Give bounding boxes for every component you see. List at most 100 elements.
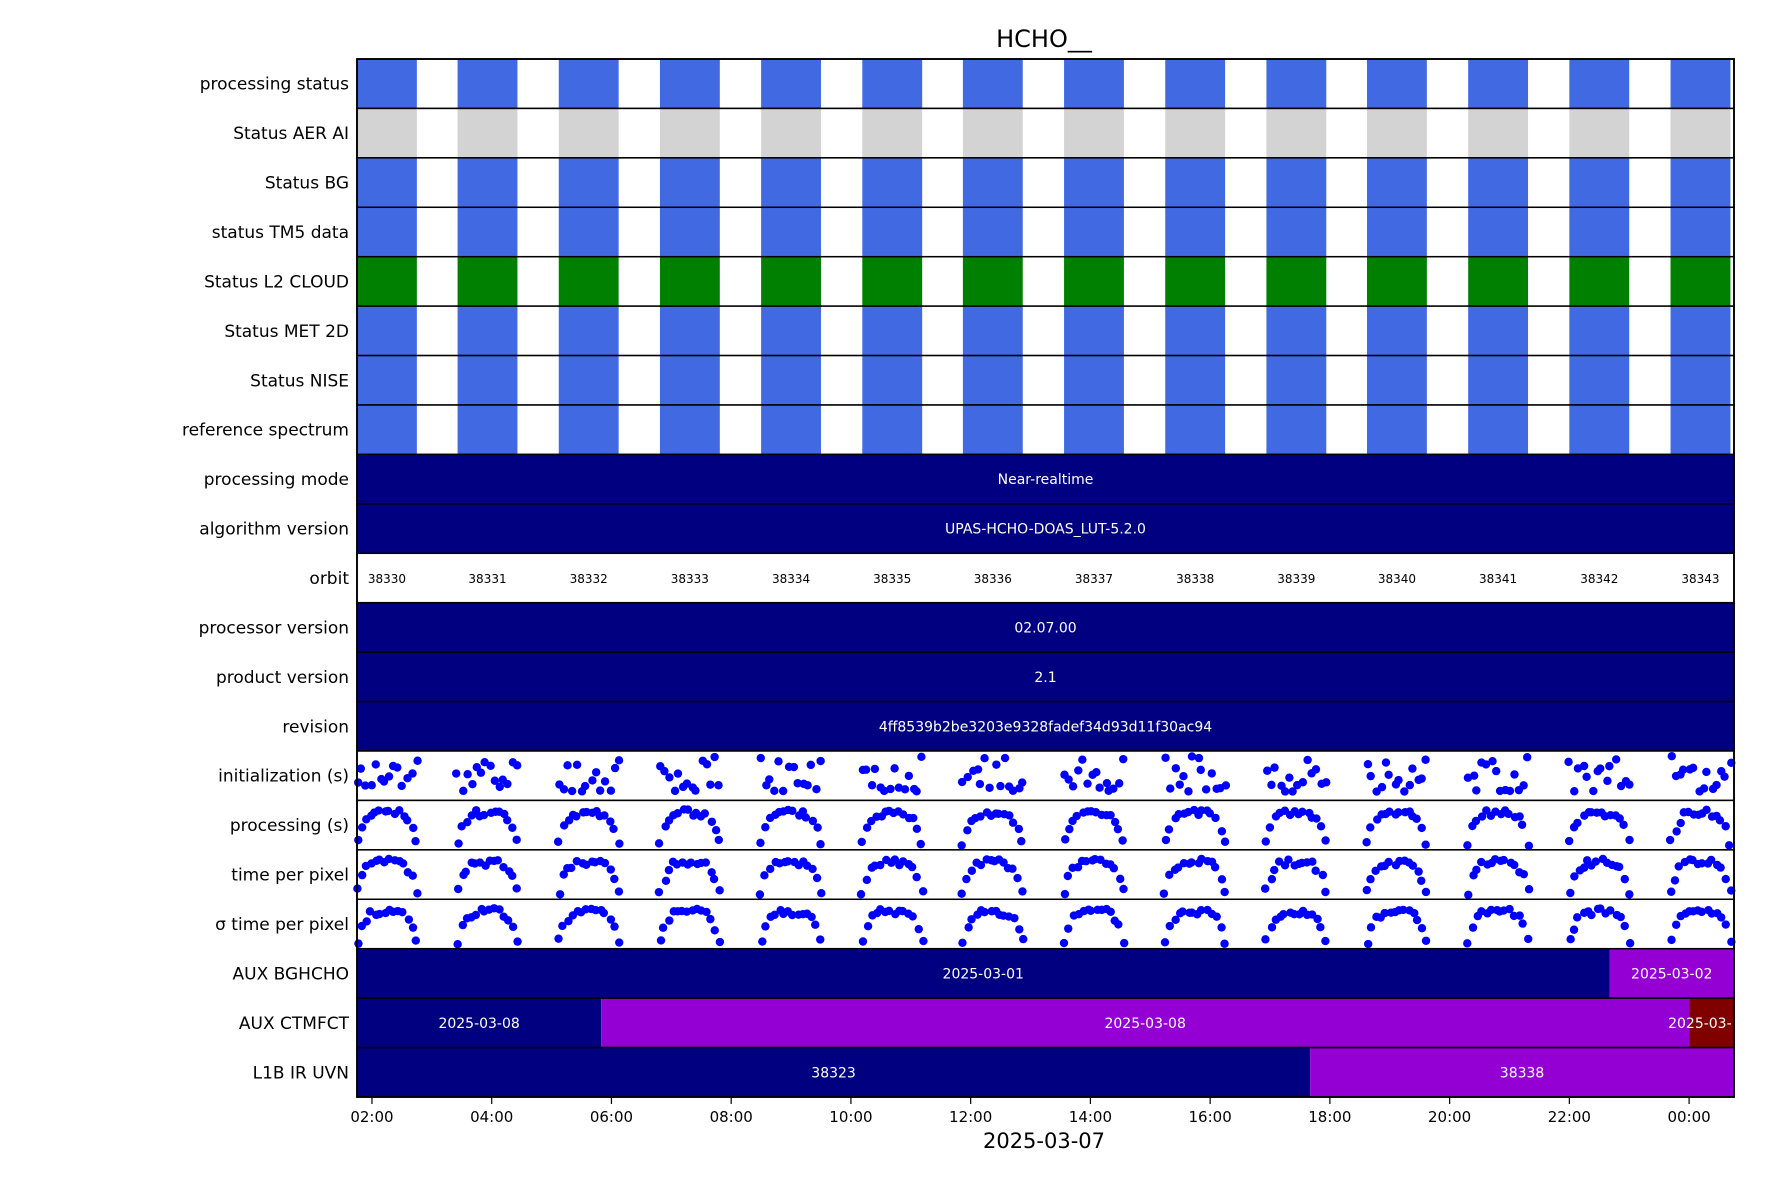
scatter-point — [761, 922, 770, 931]
scatter-point — [1591, 857, 1600, 866]
scatter-point — [803, 781, 812, 790]
timeline-row: product version 2.1 — [216, 651, 1735, 703]
scatter-point — [904, 771, 914, 781]
status-block — [1165, 306, 1226, 356]
scatter-point — [572, 812, 581, 821]
timeline-row: Status MET 2D — [224, 305, 1735, 357]
scatter-point — [591, 768, 601, 777]
status-block — [962, 355, 1023, 405]
scatter-point — [559, 870, 568, 879]
scatter-point — [354, 835, 363, 845]
scatter-point — [375, 909, 384, 919]
scatter-point — [778, 786, 788, 796]
scatter-point — [1566, 888, 1575, 898]
scatter-point — [1086, 906, 1095, 915]
scatter-point — [886, 784, 895, 794]
scatter-point — [1706, 855, 1716, 865]
scatter-point — [1421, 936, 1431, 945]
row-label: AUX CTMFCT — [239, 1014, 350, 1034]
scatter-point — [967, 915, 976, 924]
scatter-point — [976, 860, 986, 870]
scatter-point — [1716, 863, 1725, 872]
scatter-point — [454, 884, 463, 894]
scatter-point — [788, 910, 797, 920]
status-block — [1064, 306, 1124, 356]
row-label: processor version — [199, 618, 349, 638]
scatter-point — [916, 839, 925, 849]
timeline-row: orbit 38330 38331 38332 38333 38334 38335 38336… — [309, 552, 1735, 604]
scatter-point — [806, 760, 815, 770]
segment-label: 38338 — [1500, 1065, 1545, 1081]
scatter-point — [371, 760, 380, 769]
scatter-point — [1377, 782, 1387, 792]
scatter-point — [1308, 857, 1317, 866]
scatter-point — [1205, 809, 1215, 818]
scatter-point — [863, 922, 873, 931]
scatter-point — [706, 780, 715, 789]
scatter-point — [793, 779, 802, 788]
row-label: orbit — [309, 569, 349, 589]
scatter-point — [362, 917, 371, 926]
status-block — [1468, 108, 1529, 158]
scatter-point — [476, 768, 486, 777]
row-label: Status AER AI — [233, 124, 349, 144]
scatter-point — [884, 906, 894, 916]
x-tick-label: 00:00 — [1667, 1108, 1710, 1126]
status-block — [862, 405, 923, 455]
timeline-row: time per pixel — [231, 849, 1736, 901]
scatter-point — [566, 863, 576, 873]
scatter-point — [917, 752, 926, 762]
status-block — [1266, 306, 1327, 356]
scatter-point — [656, 936, 666, 945]
scatter-point — [711, 825, 721, 835]
scatter-point — [1267, 874, 1277, 884]
segment-bar — [1310, 1047, 1734, 1097]
segment-label: 38323 — [811, 1065, 856, 1081]
scatter-point — [1400, 787, 1409, 796]
scatter-point — [1665, 835, 1675, 845]
scatter-point — [1417, 823, 1426, 833]
scatter-point — [1625, 890, 1634, 899]
scatter-point — [1570, 787, 1579, 796]
timeline-row: algorithm version UPAS-HCHO-DOAS_LUT-5.2.… — [199, 503, 1735, 555]
scatter-point — [765, 775, 774, 784]
scatter-point — [1118, 836, 1127, 845]
x-tick-label: 06:00 — [590, 1108, 633, 1126]
status-block — [1468, 59, 1529, 109]
scatter-point — [1515, 911, 1524, 920]
status-block — [761, 405, 821, 455]
status-block — [1064, 59, 1124, 109]
scatter-point — [1580, 863, 1589, 872]
plot-frame — [356, 58, 1735, 1098]
status-block — [1468, 405, 1529, 455]
timeline-row: Status NISE — [250, 354, 1735, 406]
scatter-point — [760, 871, 769, 880]
scatter-point — [1715, 816, 1725, 825]
scatter-point — [408, 871, 417, 880]
status-block — [457, 157, 518, 208]
row-label: Status L2 CLOUD — [204, 272, 349, 292]
scatter-point — [973, 765, 983, 774]
scatter-point — [1217, 875, 1227, 884]
scatter-point — [912, 787, 921, 796]
scatter-point — [1414, 867, 1423, 876]
scatter-point — [453, 940, 462, 949]
scatter-point — [1270, 865, 1279, 875]
status-block — [761, 108, 821, 158]
scatter-point — [1724, 841, 1734, 850]
scatter-point — [1311, 765, 1321, 774]
segment-bar — [1609, 948, 1734, 999]
scatter-point — [555, 890, 565, 899]
scatter-point — [1008, 864, 1017, 873]
scatter-point — [1471, 816, 1481, 826]
timeline-row: processing (s) — [230, 799, 1735, 851]
scatter-point — [600, 811, 609, 820]
scatter-point — [870, 764, 880, 774]
status-block — [862, 108, 923, 158]
scatter-point — [1697, 907, 1706, 917]
scatter-point — [1463, 939, 1472, 948]
scatter-point — [1119, 938, 1129, 948]
scatter-point — [714, 835, 723, 845]
orbit-number: 38339 — [1277, 572, 1315, 586]
scatter-point — [1171, 764, 1181, 773]
